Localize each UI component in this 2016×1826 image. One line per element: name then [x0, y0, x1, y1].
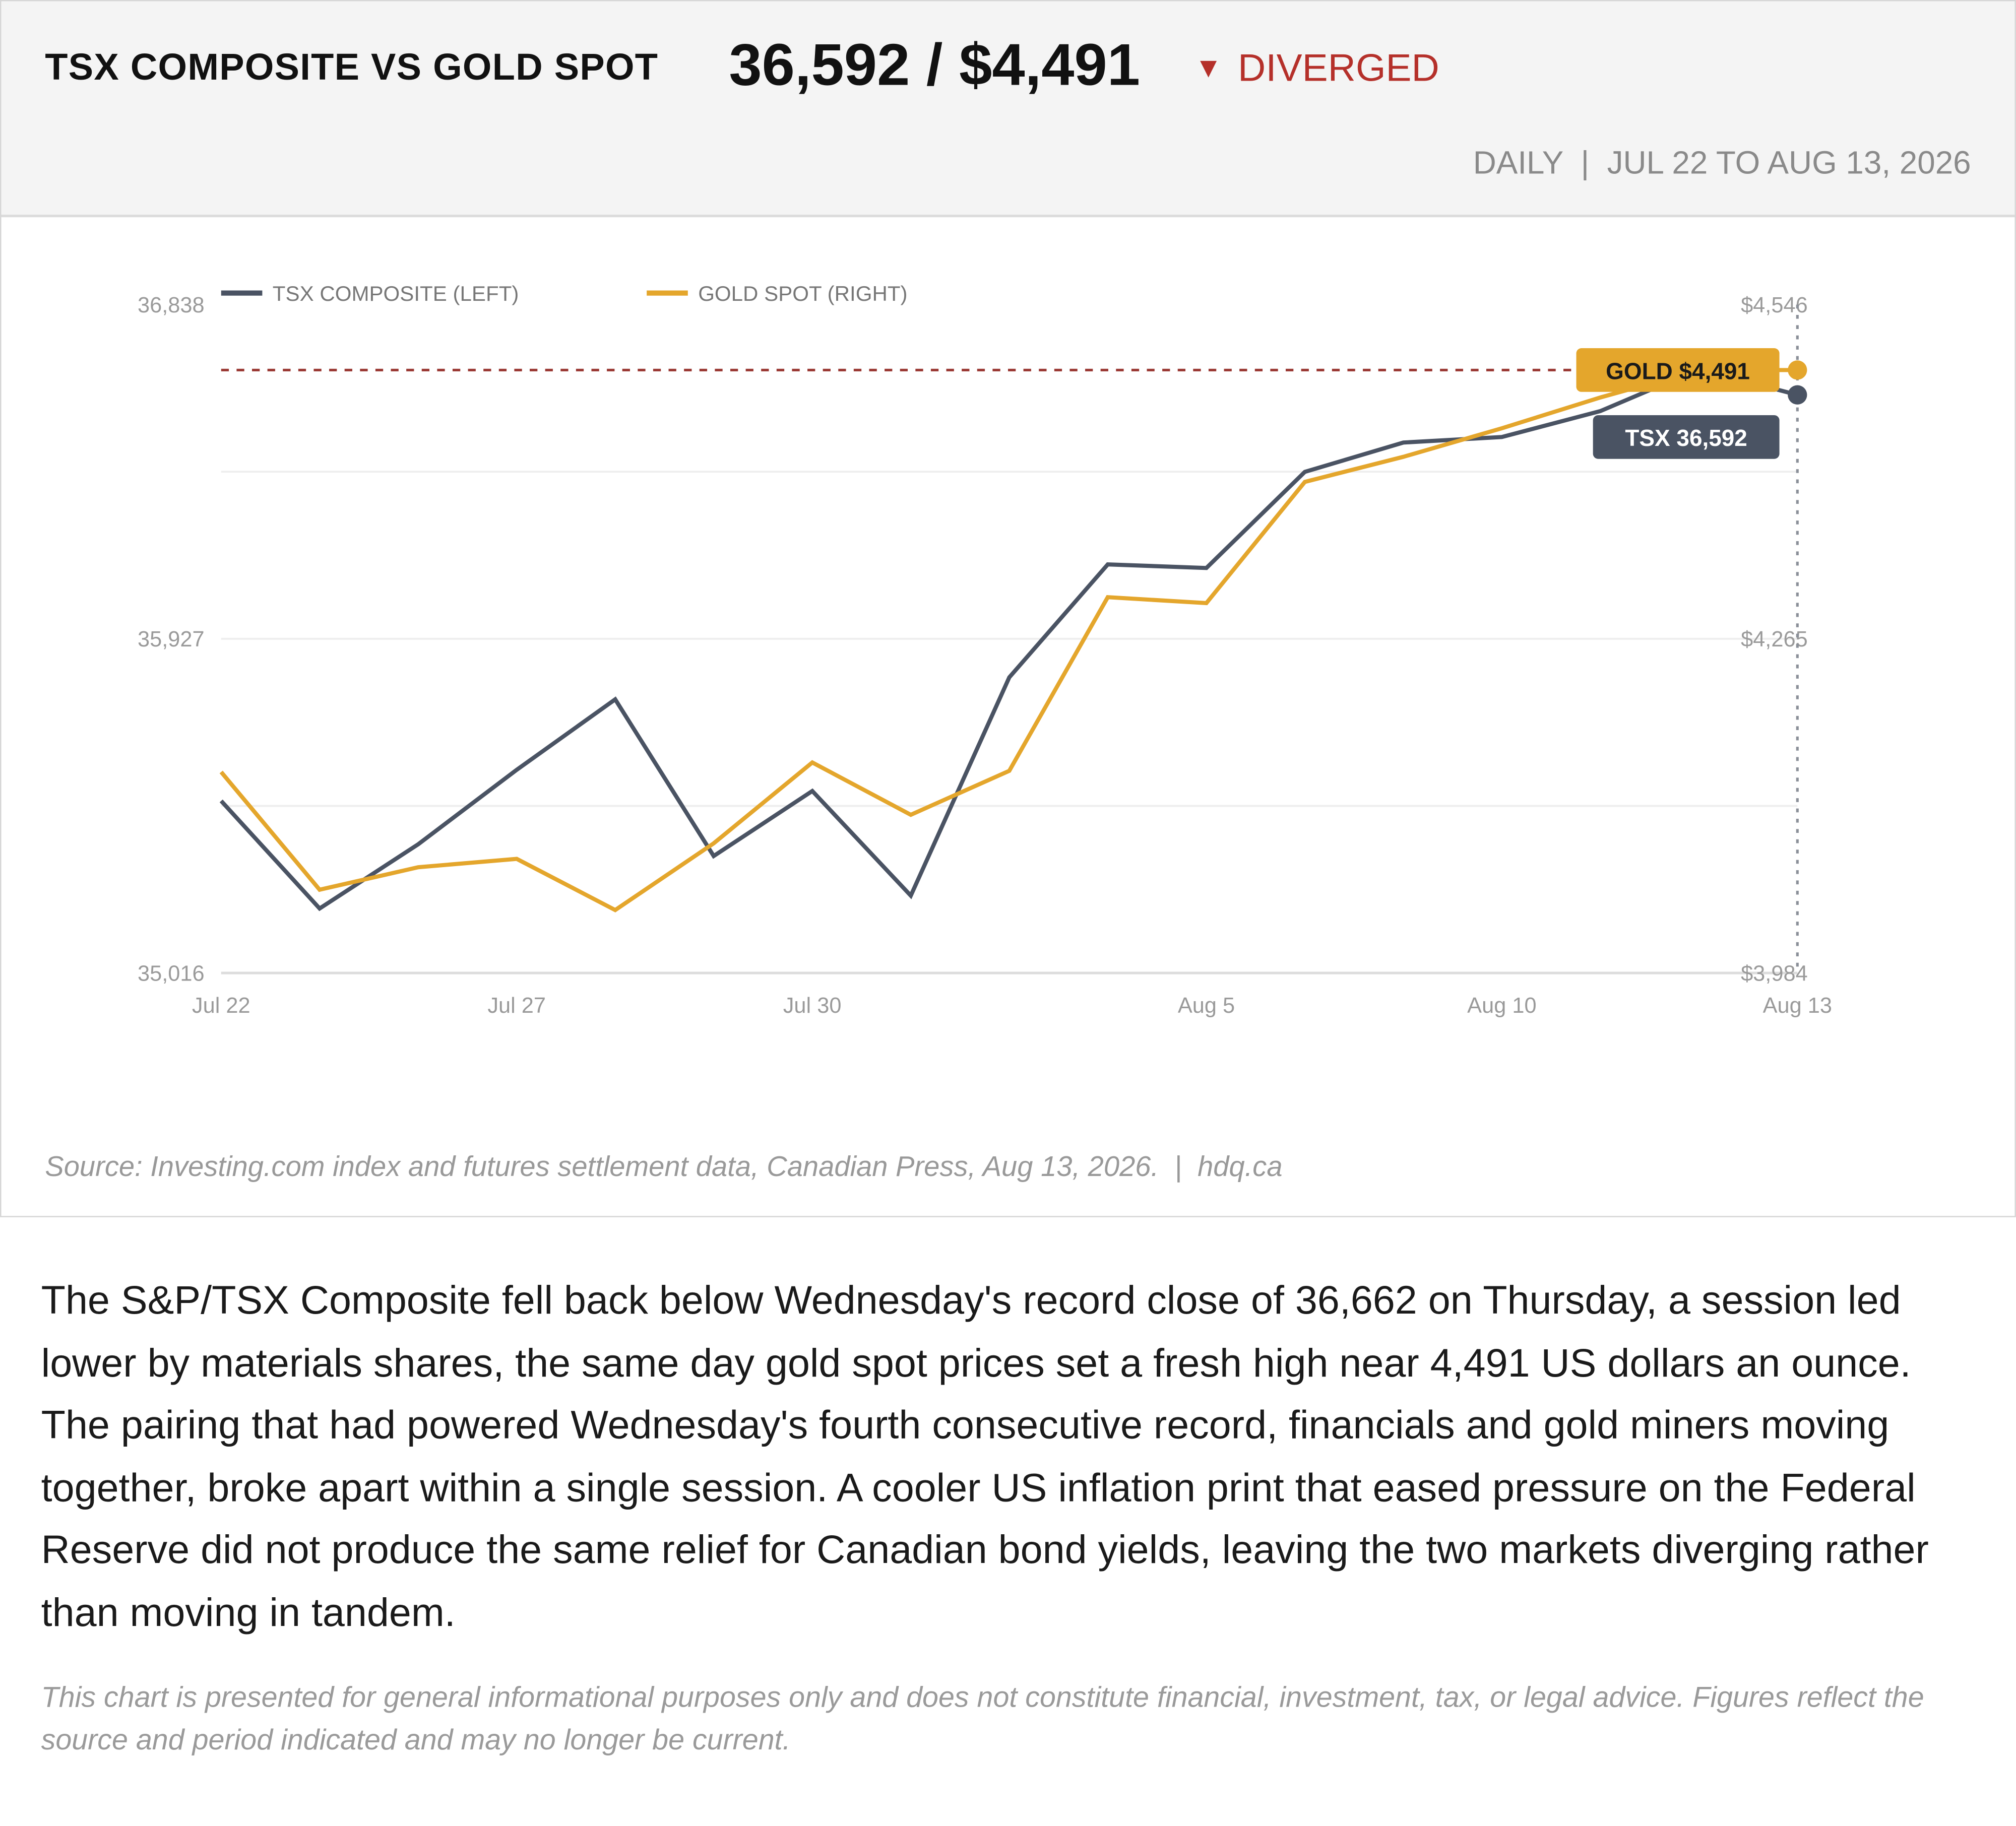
line-chart: 36,83835,92735,016$4,546$4,265$3,984Jul … [138, 282, 1832, 1018]
article-paragraph: The S&P/TSX Composite fell back below We… [41, 1277, 1929, 1635]
grid-lines [221, 471, 1798, 974]
legend-label: TSX COMPOSITE (LEFT) [273, 282, 519, 305]
x-tick-label: Jul 22 [192, 994, 250, 1018]
y-left-tick-label: 35,016 [138, 961, 205, 986]
gold-label-box [1576, 348, 1780, 392]
legend-label: GOLD SPOT (RIGHT) [698, 282, 907, 305]
status-label: DIVERGED [1238, 47, 1439, 90]
tsx-label-text: TSX 36,592 [1625, 425, 1747, 451]
gold-series-line [219, 368, 1798, 912]
gold-label-text: GOLD $4,491 [1606, 358, 1750, 384]
tsx-end-point [1788, 385, 1807, 405]
x-tick-label: Aug 13 [1763, 994, 1832, 1018]
reference-lines [221, 304, 1799, 973]
y-left-tick-label: 36,838 [138, 293, 205, 317]
axis-labels: 36,83835,92735,016$4,546$4,265$3,984Jul … [138, 293, 1832, 1018]
chart-title: TSX COMPOSITE VS GOLD SPOT [45, 47, 659, 89]
chart-legend: TSX COMPOSITE (LEFT) GOLD SPOT (RIGHT) [221, 282, 908, 305]
series-lines [219, 360, 1807, 912]
tsx-label-box [1593, 415, 1780, 459]
end-annotations: GOLD $4,491 TSX 36,592 [1576, 348, 1780, 459]
y-left-tick-label: 35,927 [138, 627, 205, 651]
gold-end-point [1788, 360, 1807, 380]
status-badge: ▼ DIVERGED [1194, 47, 1439, 91]
x-tick-label: Jul 30 [783, 994, 842, 1018]
headline-value: 36,592 / $4,491 [729, 31, 1141, 98]
x-tick-label: Aug 5 [1178, 994, 1235, 1018]
down-triangle-icon: ▼ [1194, 51, 1223, 84]
y-right-tick-label: $4,265 [1741, 627, 1808, 651]
disclaimer-text: This chart is presented for general info… [41, 1681, 1924, 1756]
source-note: Source: Investing.com index and futures … [45, 1150, 1283, 1183]
period-label: DAILY | JUL 22 TO AUG 13, 2026 [1473, 145, 1971, 181]
chart-header: TSX COMPOSITE VS GOLD SPOT 36,592 / $4,4… [1, 1, 2015, 218]
chart-card: TSX COMPOSITE VS GOLD SPOT 36,592 / $4,4… [0, 0, 2016, 1217]
x-tick-label: Aug 10 [1467, 994, 1536, 1018]
tsx-series-line [219, 367, 1798, 911]
x-tick-label: Jul 27 [487, 994, 546, 1018]
